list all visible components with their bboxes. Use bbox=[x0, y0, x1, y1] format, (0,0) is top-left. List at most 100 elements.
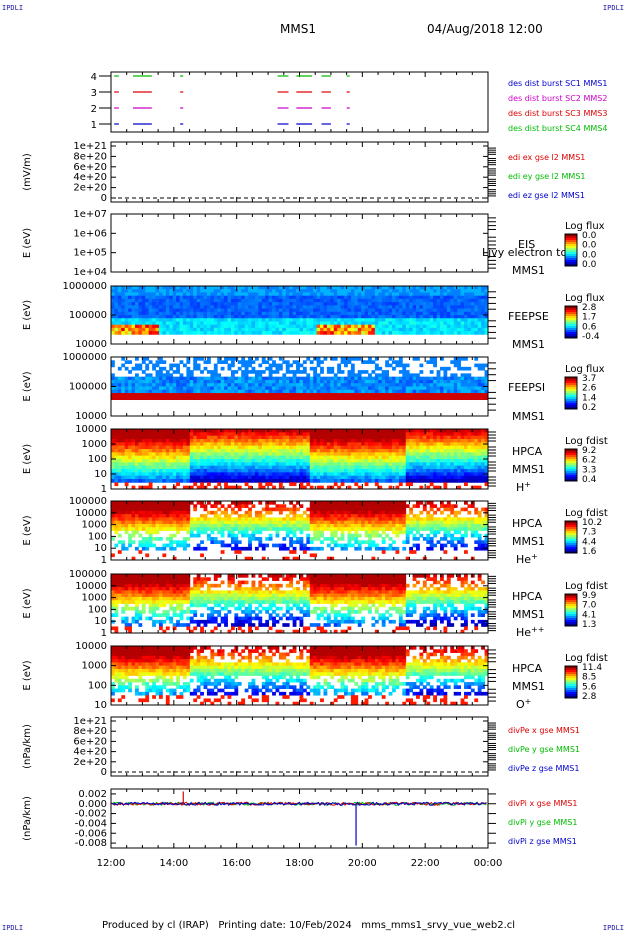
spectrogram-cell bbox=[251, 465, 256, 470]
spectrogram-cell bbox=[467, 289, 472, 293]
spectrogram-cell bbox=[182, 376, 187, 381]
spectrogram-cell bbox=[206, 360, 211, 364]
spectrogram-cell bbox=[224, 445, 228, 450]
spectrogram-cell bbox=[320, 445, 324, 450]
spectrogram-cell bbox=[114, 308, 119, 313]
spectrogram-cell bbox=[429, 449, 434, 453]
spectrogram-cell bbox=[241, 465, 246, 470]
spectrogram-cell bbox=[272, 324, 276, 329]
spectrogram-cell bbox=[111, 295, 115, 300]
spectrogram-cell bbox=[162, 311, 167, 316]
spectrogram-cell bbox=[440, 357, 444, 361]
spectrogram-cell bbox=[152, 292, 156, 297]
spectrogram-cell bbox=[481, 366, 485, 371]
spectrogram-cell bbox=[292, 445, 297, 450]
spectrogram-cell bbox=[306, 389, 311, 394]
y-tick-label: 1000000 bbox=[62, 352, 107, 363]
spectrogram-cell bbox=[251, 298, 256, 303]
spectrogram-cell bbox=[152, 472, 156, 477]
spectrogram-cell bbox=[371, 429, 376, 433]
spectrogram-cell bbox=[224, 452, 228, 457]
spectrogram-cell bbox=[350, 305, 355, 309]
spectrogram-cell bbox=[244, 331, 249, 335]
spectrogram-cell bbox=[258, 379, 263, 384]
spectrogram-cell bbox=[374, 442, 379, 447]
spectrogram-cell bbox=[121, 393, 126, 397]
spectrogram-cell bbox=[484, 363, 489, 368]
spectrogram-cell bbox=[224, 308, 228, 313]
spectrogram-cell bbox=[453, 315, 458, 319]
spectrogram-cell bbox=[131, 442, 136, 447]
spectrogram-cell bbox=[320, 439, 324, 443]
spectrogram-cell bbox=[357, 452, 362, 457]
spectrogram-cell bbox=[169, 308, 174, 313]
spectrogram-cell bbox=[309, 432, 314, 437]
spectrogram-cell bbox=[405, 370, 410, 374]
spectrogram-cell bbox=[145, 289, 150, 293]
spectrogram-cell bbox=[357, 305, 362, 309]
spectrogram-cell bbox=[114, 465, 119, 470]
spectrogram-cell bbox=[460, 459, 465, 463]
spectrogram-cell bbox=[320, 396, 324, 401]
spectrogram-cell bbox=[254, 298, 259, 303]
spectrogram-cell bbox=[412, 439, 417, 443]
spectrogram-cell bbox=[158, 379, 163, 384]
spectrogram-cell bbox=[268, 376, 273, 381]
spectrogram-cell bbox=[152, 315, 156, 319]
spectrogram-cell bbox=[402, 479, 407, 483]
spectrogram-cell bbox=[398, 452, 403, 457]
spectrogram-cell bbox=[278, 315, 283, 319]
spectrogram-cell bbox=[326, 452, 331, 457]
spectrogram-cell bbox=[405, 462, 410, 467]
spectrogram-cell bbox=[477, 289, 482, 293]
spectrogram-cell bbox=[464, 292, 468, 297]
spectrogram-cell bbox=[158, 479, 163, 483]
spectrogram-cell bbox=[460, 389, 465, 394]
spectrogram-cell bbox=[450, 396, 455, 401]
spectrogram-cell bbox=[474, 459, 479, 463]
spectrogram-cell bbox=[285, 315, 290, 319]
spectrogram-cell bbox=[134, 465, 139, 470]
spectrogram-cell bbox=[446, 393, 451, 397]
spectrogram-cell bbox=[182, 324, 187, 329]
spectrogram-cell bbox=[220, 435, 225, 440]
spectrogram-cell bbox=[230, 396, 235, 401]
spectrogram-cell bbox=[344, 432, 348, 437]
spectrogram-cell bbox=[450, 383, 455, 387]
spectrogram-cell bbox=[374, 396, 379, 401]
spectrogram-cell bbox=[158, 305, 163, 309]
spectrogram-cell bbox=[292, 462, 297, 467]
spectrogram-cell bbox=[278, 298, 283, 303]
spectrogram-cell bbox=[162, 462, 167, 467]
spectrogram-cell bbox=[234, 298, 239, 303]
spectrogram-cell bbox=[398, 439, 403, 443]
spectrogram-cell bbox=[251, 455, 256, 460]
spectrogram-cell bbox=[162, 479, 167, 483]
spectrogram-cell bbox=[182, 331, 187, 335]
spectrogram-cell bbox=[254, 321, 259, 326]
spectrogram-cell bbox=[203, 318, 208, 322]
spectrogram-cell bbox=[220, 315, 225, 319]
spectrogram-cell bbox=[457, 331, 461, 335]
spectrogram-cell bbox=[210, 439, 215, 443]
spectrogram-cell bbox=[258, 439, 263, 443]
spectrogram-cell bbox=[467, 327, 472, 332]
spectrogram-cell bbox=[378, 366, 383, 371]
spectrogram-cell bbox=[340, 379, 345, 384]
spectrogram-cell bbox=[436, 379, 441, 384]
spectrogram-cell bbox=[134, 383, 139, 387]
spectrogram-cell bbox=[189, 324, 194, 329]
spectrogram-cell bbox=[470, 432, 475, 437]
spectrogram-cell bbox=[111, 389, 115, 394]
spectrogram-cell bbox=[450, 389, 455, 394]
spectrogram-cell bbox=[261, 311, 266, 316]
spectrogram-cell bbox=[306, 298, 311, 303]
spectrogram-cell bbox=[141, 432, 146, 437]
spectrogram-cell bbox=[374, 373, 379, 378]
spectrogram-cell bbox=[182, 429, 187, 433]
spectrogram-cell bbox=[436, 455, 441, 460]
spectrogram-cell bbox=[189, 286, 194, 290]
spectrogram-cell bbox=[426, 442, 431, 447]
spectrogram-cell bbox=[347, 302, 352, 306]
colorbar-cell bbox=[565, 385, 577, 388]
